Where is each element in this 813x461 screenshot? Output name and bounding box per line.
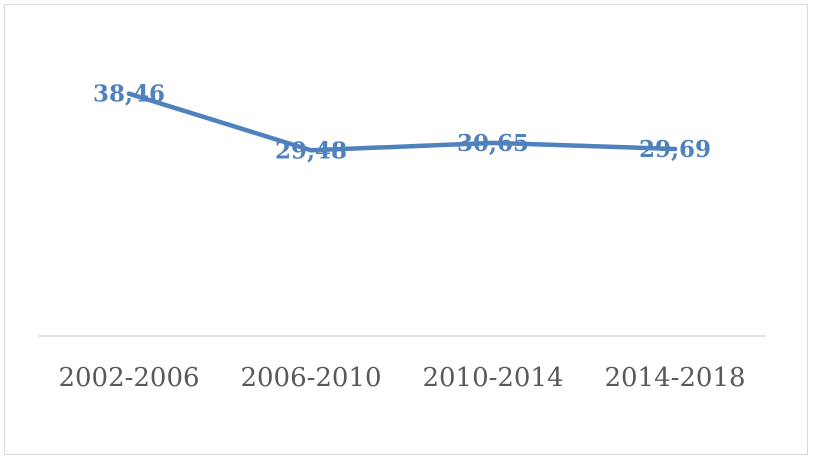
- data-point: [490, 140, 496, 146]
- x-tick-label: 2006-2010: [240, 363, 381, 393]
- data-label: 29,48: [275, 137, 347, 164]
- data-labels: 38,46 29,48 30,65 29,69: [93, 81, 711, 165]
- data-point: [308, 148, 314, 153]
- chart-area: [4, 4, 808, 455]
- series-line: [126, 91, 678, 153]
- x-tick-label: 2002-2006: [58, 363, 199, 393]
- x-tick-label: 2010-2014: [422, 363, 563, 393]
- x-axis-tick-labels: 2002-2006 2006-2010 2010-2014 2014-2018: [58, 363, 745, 393]
- data-label: 29,69: [639, 136, 711, 163]
- series-group: [126, 91, 678, 153]
- x-tick-label: 2014-2018: [604, 363, 745, 393]
- data-point: [672, 146, 678, 152]
- data-point: [126, 91, 132, 96]
- data-label: 30,65: [457, 130, 529, 157]
- data-label: 38,46: [93, 81, 165, 108]
